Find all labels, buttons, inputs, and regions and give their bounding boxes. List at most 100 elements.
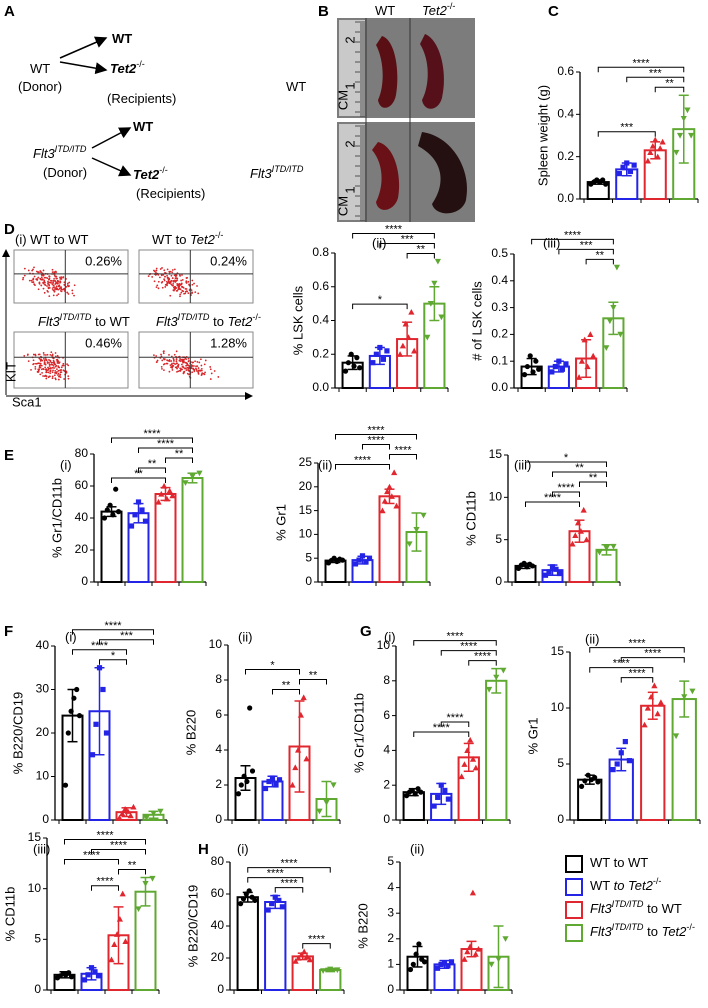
significance-bracket	[99, 639, 154, 645]
error-bar	[321, 780, 332, 818]
significance-bracket	[620, 657, 685, 663]
data-point	[413, 527, 420, 533]
significance-label: **	[282, 680, 291, 692]
text-part: Flt3	[590, 901, 612, 916]
flow-dot	[34, 284, 36, 287]
flow-dot	[191, 365, 194, 367]
flow-dot	[67, 377, 70, 380]
flow-dot	[209, 368, 212, 371]
flow-dot	[176, 289, 179, 292]
flow-plot	[138, 249, 254, 304]
flow-dot	[57, 365, 60, 368]
flow-dot	[50, 367, 52, 369]
subpanel-label: (iii)	[543, 235, 560, 250]
significance-bracket	[138, 447, 193, 453]
data-point	[556, 570, 563, 577]
data-point	[143, 815, 150, 821]
row-label: WT	[286, 79, 306, 94]
flow-dot	[186, 366, 189, 369]
flow-dot	[46, 289, 49, 292]
text-part: -/-	[686, 922, 695, 932]
bar	[264, 901, 287, 991]
subpanel-label: (ii)	[585, 631, 599, 646]
y-tick-label: 0.2	[312, 346, 329, 360]
significance-bracket	[72, 629, 154, 635]
column-label: WT	[375, 3, 395, 18]
flow-dot	[46, 277, 49, 280]
text-part: (Recipients)	[107, 91, 176, 106]
flow-dot	[59, 369, 62, 371]
flow-dot	[174, 280, 177, 283]
data-point	[622, 739, 628, 745]
significance-label: ****	[267, 868, 285, 880]
flow-dot	[57, 360, 60, 362]
flow-dot	[155, 361, 158, 364]
y-tick-label: 0	[557, 812, 564, 826]
data-point	[406, 541, 413, 548]
data-point	[578, 783, 585, 790]
flow-dot	[157, 280, 160, 283]
flow-dot	[32, 363, 34, 366]
text-part: WT	[375, 3, 395, 18]
data-point	[295, 746, 302, 753]
flow-dot	[44, 366, 47, 369]
flow-dot	[23, 267, 26, 270]
data-point	[657, 699, 665, 705]
data-point	[241, 773, 247, 779]
flow-dot	[193, 370, 196, 373]
flow-dot	[56, 354, 59, 357]
ruler-ticks	[355, 21, 365, 221]
data-point	[235, 791, 242, 797]
data-point	[652, 136, 659, 143]
flow-dot	[57, 378, 60, 381]
flow-dot	[50, 351, 53, 354]
flow-dot	[46, 353, 49, 356]
data-point	[461, 761, 468, 767]
data-point	[467, 736, 474, 743]
flow-dot	[175, 358, 178, 361]
flow-dot	[45, 369, 48, 372]
y-tick-label: 0.3	[491, 300, 508, 314]
data-point	[113, 486, 119, 492]
data-point	[357, 365, 363, 371]
y-tick-label: 0	[305, 574, 312, 588]
significance-label: ***	[649, 67, 663, 79]
data-point	[441, 960, 448, 966]
flow-dot	[180, 291, 183, 294]
flow-dot	[51, 371, 54, 374]
flow-dot	[51, 283, 54, 286]
flow-dot	[184, 292, 187, 295]
flow-title: Flt3ITD/ITD to Tet2-/-	[156, 312, 261, 329]
data-point	[472, 764, 479, 771]
flow-dot	[166, 268, 169, 271]
data-point	[161, 482, 168, 489]
legend-swatch	[565, 901, 583, 919]
flow-dot	[52, 286, 55, 289]
flow-dot	[56, 368, 58, 371]
y-tick-label: 40	[211, 918, 225, 932]
significance-label: ****	[385, 223, 403, 235]
flow-dot	[42, 375, 44, 377]
flow-dot	[45, 371, 48, 374]
data-point	[114, 931, 121, 937]
flow-dot	[68, 281, 71, 284]
flow-dot	[32, 353, 35, 356]
flow-dot	[185, 277, 188, 279]
flow-dot	[159, 276, 161, 279]
significance-bracket	[352, 303, 408, 310]
flow-dot	[56, 371, 58, 373]
significance-label: ****	[104, 620, 122, 632]
flow-dot	[55, 271, 58, 274]
data-point	[448, 959, 455, 965]
data-point	[684, 107, 691, 114]
data-point	[584, 363, 591, 370]
flow-dot	[39, 360, 42, 362]
schematic-text: (Recipients)	[107, 91, 176, 106]
data-point	[142, 518, 149, 524]
flow-dot	[173, 268, 176, 271]
y-tick-label: 0.8	[312, 245, 329, 259]
flow-dot	[168, 270, 171, 273]
flow-dot	[43, 363, 46, 365]
text-part: Flt3	[250, 166, 272, 181]
y-tick-label: 0.0	[557, 191, 574, 205]
